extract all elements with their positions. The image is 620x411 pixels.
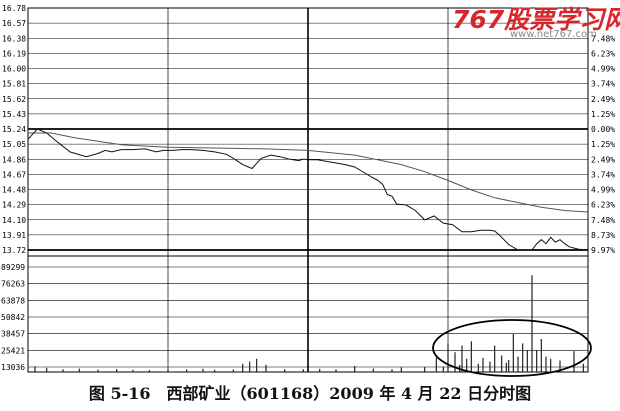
price-axis-labels: 16.78 16.57 16.38 16.19 16.00 15.81 15.62 15.43…	[2, 4, 26, 255]
intraday-chart: 16.78 16.57 16.38 16.19 16.00 15.81 15.62 15.43…	[1, 4, 615, 377]
volume-tick-label: 38457	[1, 330, 25, 339]
percent-tick-label: 2.49%	[591, 95, 615, 104]
percent-tick-label: 6.23%	[591, 201, 615, 210]
volume-tick-label: 63878	[1, 296, 25, 305]
price-tick-label: 15.05	[2, 140, 26, 149]
price-tick-label: 15.24	[2, 125, 26, 134]
volume-bars	[34, 275, 584, 372]
percent-tick-label: 7.48%	[591, 34, 615, 43]
percent-tick-label: 1.25%	[591, 140, 615, 149]
chart-grid	[27, 7, 589, 373]
price-tick-label: 14.10	[2, 216, 26, 225]
watermark-title: 767股票学习网	[452, 5, 620, 34]
volume-highlight-ellipse	[432, 319, 592, 377]
percent-tick-label: 4.99%	[591, 186, 615, 195]
price-tick-label: 15.62	[2, 95, 26, 104]
volume-axis-labels: 89299 76263 63878 50842 38457 25421 13036	[1, 263, 25, 372]
watermark: 767股票学习网 www.net767.com	[452, 0, 620, 40]
price-line	[27, 128, 589, 251]
percent-tick-label: 6.23%	[591, 49, 615, 58]
percent-tick-label: 7.48%	[591, 216, 615, 225]
price-tick-label: 14.67	[2, 170, 26, 179]
percent-tick-label: 0.00%	[591, 125, 615, 134]
figure-caption: 图 5-16 西部矿业（601168）2009 年 4 月 22 日分时图	[88, 384, 532, 403]
price-tick-label: 16.57	[2, 19, 26, 28]
volume-tick-label: 50842	[1, 313, 25, 322]
price-tick-label: 16.78	[2, 4, 26, 13]
percent-axis-labels: 7.48% 6.23% 4.99% 3.74% 2.49% 1.25% 0.00% 1.25%…	[591, 34, 615, 255]
price-tick-label: 14.48	[2, 186, 26, 195]
price-tick-label: 13.72	[2, 246, 26, 255]
volume-tick-label: 13036	[1, 363, 25, 372]
volume-tick-label: 76263	[1, 280, 25, 289]
percent-tick-label: 9.97%	[591, 246, 615, 255]
price-tick-label: 15.81	[2, 80, 26, 89]
average-price-line	[28, 132, 589, 213]
price-tick-label: 15.43	[2, 110, 26, 119]
price-tick-label: 14.86	[2, 155, 26, 164]
percent-tick-label: 3.74%	[591, 170, 615, 179]
percent-tick-label: 2.49%	[591, 155, 615, 164]
price-tick-label: 14.29	[2, 201, 26, 210]
price-tick-label: 16.38	[2, 34, 26, 43]
percent-tick-label: 4.99%	[591, 65, 615, 74]
price-tick-label: 13.91	[2, 231, 26, 240]
volume-tick-label: 25421	[1, 346, 25, 355]
price-tick-label: 16.19	[2, 49, 26, 58]
percent-tick-label: 3.74%	[591, 80, 615, 89]
volume-tick-label: 89299	[1, 263, 25, 272]
percent-tick-label: 8.73%	[591, 231, 615, 240]
watermark-url: www.net767.com	[510, 29, 597, 40]
price-tick-label: 16.00	[2, 65, 26, 74]
percent-tick-label: 1.25%	[591, 110, 615, 119]
